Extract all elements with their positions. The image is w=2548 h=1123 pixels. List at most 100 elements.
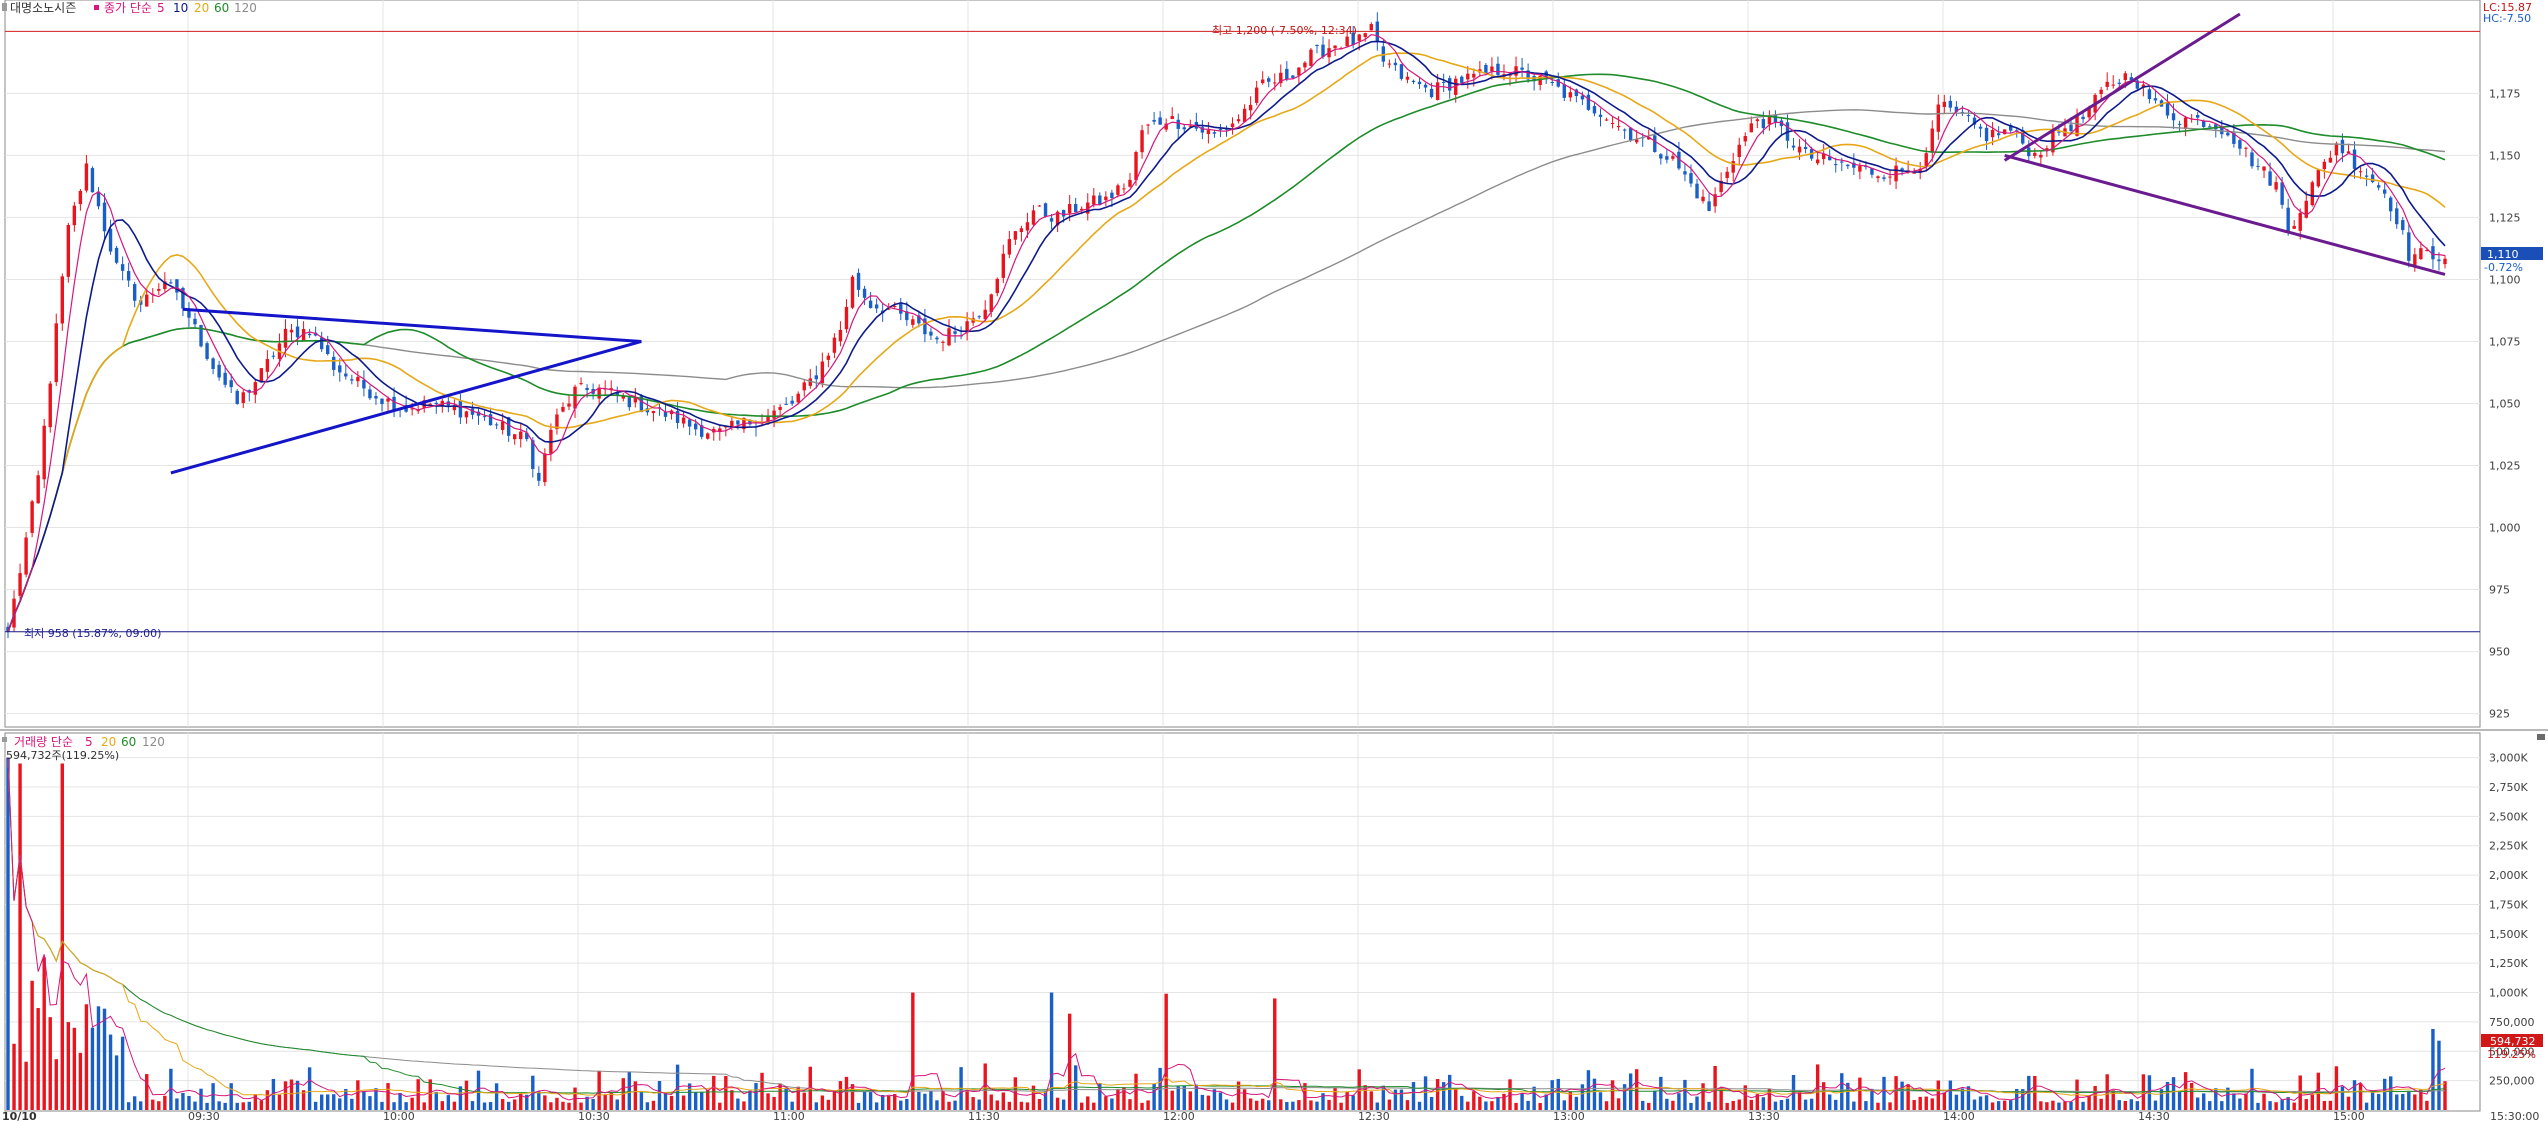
candle-body (6, 626, 10, 632)
candle-body (1544, 71, 1548, 80)
candle-body (2117, 82, 2121, 84)
candle-body (18, 573, 22, 596)
volume-bar (730, 1090, 734, 1110)
volume-bar (114, 1055, 119, 1110)
volume-legend-5[interactable]: 5 (85, 735, 93, 749)
candle-body (2105, 81, 2109, 87)
volume-bar (1707, 1101, 1711, 1110)
volume-bar (259, 1100, 264, 1110)
ma-legend-120[interactable]: 120 (234, 1, 257, 15)
candle-body (1719, 180, 1723, 193)
volume-bar (923, 1093, 927, 1110)
volume-bar (1574, 1096, 1579, 1110)
candle-body (561, 406, 565, 412)
volume-bar (36, 1008, 40, 1110)
candle-body (2346, 151, 2351, 154)
ma-legend-title[interactable]: 종가 단순 (104, 1, 152, 15)
volume-bar (1025, 1102, 1030, 1110)
volume-ma-lines (7, 757, 2446, 1103)
volume-legend-60[interactable]: 60 (121, 735, 136, 749)
candle-body (1013, 231, 1018, 240)
panel-collapse-icon[interactable] (2, 3, 7, 11)
volume-bar (2304, 1099, 2308, 1110)
candle-body (506, 417, 511, 436)
candle-body (66, 224, 71, 277)
lc-label: LC:15.87 (2483, 1, 2532, 14)
ma-legend-60[interactable]: 60 (214, 1, 229, 15)
volume-bar (1532, 1086, 1536, 1110)
volume-ma5-line (7, 757, 2446, 1103)
volume-bar (1194, 1084, 1199, 1110)
volume-bar (1478, 1096, 1482, 1110)
price-grid (5, 0, 2480, 727)
volume-bar (1254, 1100, 1259, 1110)
volume-bar (1942, 1092, 1947, 1110)
volume-bar (2123, 1100, 2127, 1110)
volume-bar (2177, 1090, 2182, 1110)
volume-bar (193, 1101, 197, 1110)
candle-body (1858, 166, 1862, 172)
volume-legend-title[interactable]: 거래량 단순 (14, 735, 73, 749)
volume-bar (1460, 1095, 1464, 1110)
volume-bar (603, 1094, 607, 1110)
candle-body (2437, 259, 2441, 262)
volume-bar (350, 1098, 354, 1110)
volume-bar (1375, 1102, 1380, 1110)
candle-body (820, 361, 825, 384)
candle-body (2195, 115, 2200, 118)
stock-name[interactable]: 대명소노시즌 (10, 1, 76, 15)
high-low-lines (5, 30, 2480, 633)
volume-bar (856, 1102, 861, 1110)
candle-body (2431, 246, 2435, 260)
volume-bar (1248, 1098, 1253, 1110)
ma-legend-20[interactable]: 20 (194, 1, 209, 15)
candle-body (247, 390, 251, 393)
volume-bar (2214, 1088, 2218, 1110)
volume-legend-20[interactable]: 20 (101, 735, 116, 749)
candle-body (1146, 124, 1150, 126)
volume-bar (332, 1094, 336, 1110)
volume-bar (1906, 1084, 1910, 1110)
candle-body (663, 411, 668, 417)
volume-tick-label: 2,500K (2489, 810, 2528, 823)
candle-body (169, 282, 173, 284)
volume-bar (120, 1036, 125, 1110)
candle-body (1767, 117, 1772, 125)
volume-bar (2437, 1040, 2441, 1110)
volume-collapse-icon[interactable] (2, 737, 7, 742)
candle-body (675, 411, 680, 423)
volume-bar (663, 1092, 668, 1110)
ma-legend-10[interactable]: 10 (173, 1, 188, 15)
candle-body (464, 411, 469, 418)
ma-legend-5[interactable]: 5 (157, 1, 165, 15)
volume-bar (748, 1090, 752, 1110)
volume-bar (410, 1097, 414, 1110)
candle-body (488, 414, 493, 426)
candle-body (1496, 63, 1500, 75)
candle-body (1797, 146, 1802, 153)
volume-bar (2208, 1101, 2212, 1110)
ma20-line (7, 52, 2446, 632)
volume-tick-label: 750,000 (2489, 1016, 2535, 1029)
current-volume-tag (2481, 1034, 2543, 1047)
candle-body (929, 331, 933, 336)
volume-bar (1218, 1092, 1223, 1110)
volume-bar (995, 1100, 999, 1110)
candle-body (434, 402, 438, 405)
candle-body (1363, 33, 1367, 37)
volume-bar (1659, 1076, 1663, 1110)
expand-icon[interactable] (2537, 734, 2545, 740)
volume-bar (362, 1091, 366, 1110)
volume-bar (1641, 1100, 1645, 1110)
candle-body (1803, 146, 1808, 150)
volume-legend-120[interactable]: 120 (142, 735, 165, 749)
volume-bar (1339, 1102, 1343, 1110)
volume-bar (1954, 1094, 1959, 1110)
candle-body (1007, 239, 1012, 255)
volume-bar (2395, 1094, 2399, 1110)
candle-body (1520, 67, 1524, 70)
candle-body (1484, 64, 1488, 74)
volume-bar (1067, 1013, 1072, 1110)
candle-body (283, 328, 288, 348)
